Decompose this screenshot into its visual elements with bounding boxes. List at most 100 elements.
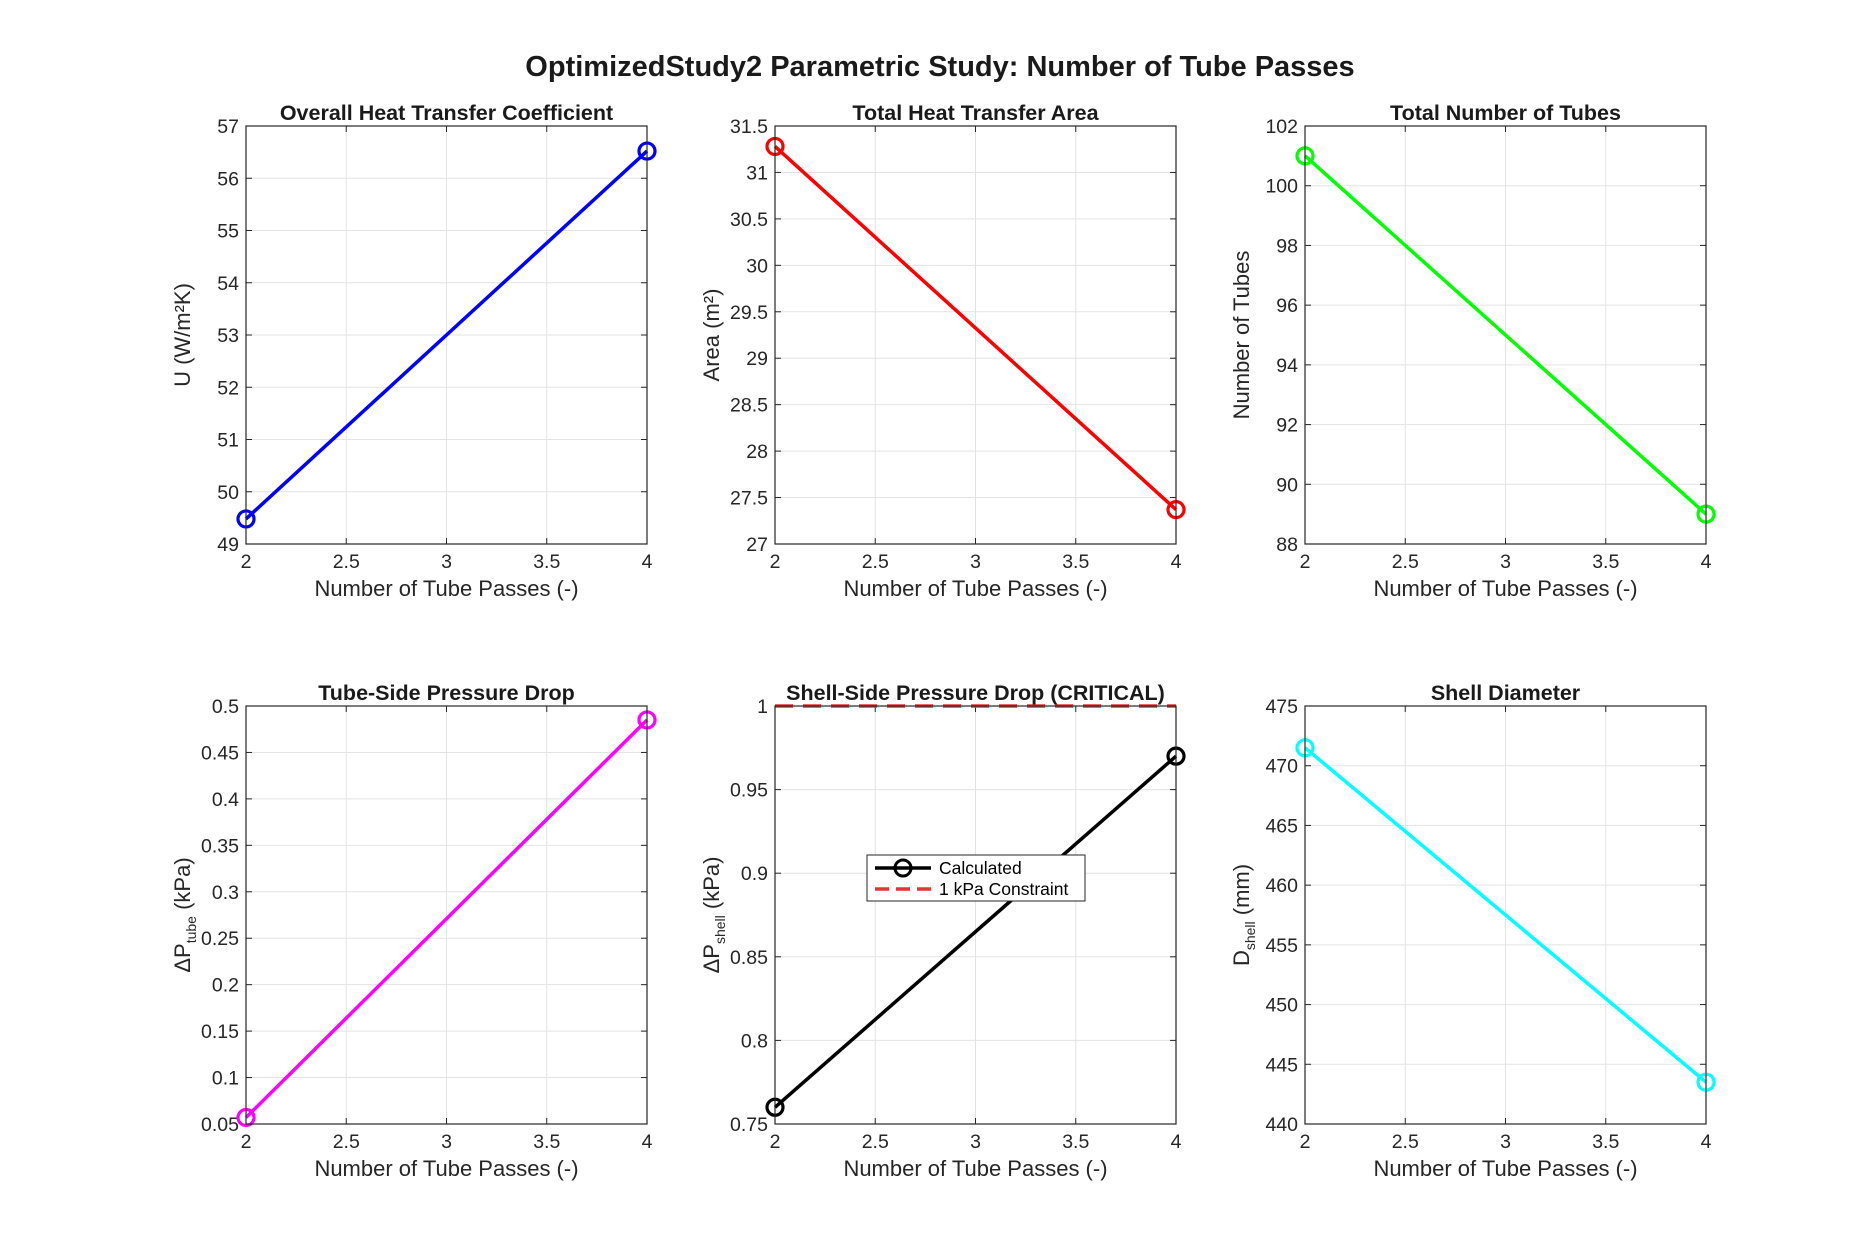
y-tick-label: 102 <box>1265 116 1298 138</box>
y-tick-label: 460 <box>1265 875 1298 897</box>
x-tick-label: 2.5 <box>333 1131 360 1153</box>
x-tick-label: 3.5 <box>1062 551 1089 573</box>
y-tick-label: 28.5 <box>730 395 768 417</box>
x-axis-label: Number of Tube Passes (-) <box>843 576 1107 601</box>
subplot-title: Shell-Side Pressure Drop (CRITICAL) <box>786 681 1165 705</box>
x-tick-label: 3 <box>1500 1131 1511 1153</box>
x-tick-label: 3 <box>441 1131 452 1153</box>
y-axis-label-main: ΔP <box>699 944 724 973</box>
y-tick-label: 0.8 <box>741 1030 768 1052</box>
y-tick-label: 51 <box>217 430 239 452</box>
y-tick-label: 28 <box>746 441 768 463</box>
y-tick-label: 0.5 <box>212 696 239 718</box>
x-tick-label: 4 <box>642 1131 653 1153</box>
y-tick-label: 0.45 <box>201 742 239 764</box>
x-tick-label: 4 <box>642 551 653 573</box>
y-tick-label: 440 <box>1265 1114 1298 1136</box>
y-tick-label: 98 <box>1276 235 1298 257</box>
y-tick-label: 0.2 <box>212 975 239 997</box>
x-tick-label: 4 <box>1171 1131 1182 1153</box>
y-tick-label: 445 <box>1265 1054 1298 1076</box>
series-line <box>244 149 649 521</box>
y-axis-label-subscript: tube <box>183 916 199 943</box>
series-line <box>773 754 1178 1109</box>
y-tick-label: 470 <box>1265 756 1298 778</box>
x-tick-label: 4 <box>1701 1131 1712 1153</box>
y-tick-label: 100 <box>1265 176 1298 198</box>
x-axis-label: Number of Tube Passes (-) <box>314 576 578 601</box>
x-tick-label: 3 <box>441 551 452 573</box>
y-tick-label: 0.15 <box>201 1021 239 1043</box>
x-tick-label: 3 <box>970 1131 981 1153</box>
y-tick-label: 27.5 <box>730 488 768 510</box>
axes-border <box>1304 705 1707 1125</box>
x-tick-label: 2.5 <box>862 1131 889 1153</box>
subplot-3: 2 2.5 3 3.5 4 88 90 92 94 96 98 100 102 Total Number … <box>1229 101 1716 601</box>
y-tick-label: 450 <box>1265 995 1298 1017</box>
axes-border <box>774 705 1177 1125</box>
x-axis-label: Number of Tube Passes (-) <box>1373 576 1637 601</box>
y-tick-label: 96 <box>1276 295 1298 317</box>
y-tick-label: 0.95 <box>730 780 768 802</box>
subplot-4: 2 2.5 3 3.5 4 0.05 0.1 0.15 0.2 0.25 0.3 0.35 0.4 0.4… <box>170 681 657 1181</box>
y-axis-label-main: ΔP <box>170 943 195 972</box>
subplot-grid: 2 2.5 3 3.5 4 49 50 51 52 53 54 55 56 57 Overall Heat … <box>170 101 1716 1181</box>
y-tick-label: 52 <box>217 377 239 399</box>
y-axis-label: Dshell (mm) <box>1229 864 1258 966</box>
y-tick-label: 92 <box>1276 415 1298 437</box>
y-axis-label-subscript: shell <box>1242 921 1258 950</box>
x-tick-label: 2.5 <box>333 551 360 573</box>
subplot-6: 2 2.5 3 3.5 4 440 445 450 455 460 465 470 475 Shell D… <box>1229 681 1716 1181</box>
x-tick-label: 2 <box>770 551 781 573</box>
y-tick-label: 0.4 <box>212 789 239 811</box>
legend-box <box>866 854 1086 902</box>
figure-title: OptimizedStudy2 Parametric Study: Number… <box>525 51 1354 83</box>
x-tick-label: 3.5 <box>1592 551 1619 573</box>
x-tick-label: 3.5 <box>1592 1131 1619 1153</box>
x-tick-label: 2 <box>770 1131 781 1153</box>
series-line <box>1303 746 1708 1084</box>
y-axis-label-unit: (mm) <box>1229 864 1254 921</box>
axes-border <box>245 125 648 545</box>
subplot-title: Total Heat Transfer Area <box>852 101 1099 125</box>
y-tick-label: 94 <box>1276 355 1298 377</box>
legend-label: 1 kPa Constraint <box>939 879 1069 899</box>
legend-marker <box>893 858 913 878</box>
y-axis-label: ΔPshell (kPa) <box>699 857 728 974</box>
y-tick-label: 31.5 <box>730 116 768 138</box>
y-tick-label: 90 <box>1276 474 1298 496</box>
series-line <box>244 718 649 1119</box>
y-tick-label: 0.3 <box>212 882 239 904</box>
y-axis-label-main: U (W/m²K) <box>170 283 195 387</box>
y-tick-label: 30.5 <box>730 209 768 231</box>
y-tick-label: 53 <box>217 325 239 347</box>
x-tick-label: 3 <box>1500 551 1511 573</box>
y-axis-label: U (W/m²K) <box>170 283 195 387</box>
y-axis-label-unit: (kPa) <box>699 857 724 916</box>
x-tick-label: 2.5 <box>862 551 889 573</box>
y-tick-label: 55 <box>217 221 239 243</box>
y-tick-label: 88 <box>1276 534 1298 556</box>
y-tick-label: 0.9 <box>741 863 768 885</box>
subplot-2: 2 2.5 3 3.5 4 27 27.5 28 28.5 29 29.5 30 30.5 31 31.5 T… <box>699 101 1186 601</box>
y-tick-label: 455 <box>1265 935 1298 957</box>
subplot-title: Shell Diameter <box>1431 681 1581 705</box>
y-tick-label: 0.75 <box>730 1114 768 1136</box>
series-line <box>773 145 1178 511</box>
x-tick-label: 2 <box>1300 551 1311 573</box>
y-tick-label: 0.05 <box>201 1114 239 1136</box>
legend-label: Calculated <box>939 858 1022 878</box>
axes-border <box>1304 125 1707 545</box>
y-tick-label: 1 <box>757 696 768 718</box>
x-tick-label: 4 <box>1701 551 1712 573</box>
y-tick-label: 0.25 <box>201 928 239 950</box>
axes-border <box>245 705 648 1125</box>
x-tick-label: 2.5 <box>1392 551 1419 573</box>
subplot-title: Total Number of Tubes <box>1390 101 1621 125</box>
x-tick-label: 3.5 <box>1062 1131 1089 1153</box>
x-tick-label: 2 <box>241 1131 252 1153</box>
subplot-title: Overall Heat Transfer Coefficient <box>280 101 613 125</box>
x-axis-label: Number of Tube Passes (-) <box>1373 1156 1637 1181</box>
y-axis-label-subscript: shell <box>712 915 728 944</box>
